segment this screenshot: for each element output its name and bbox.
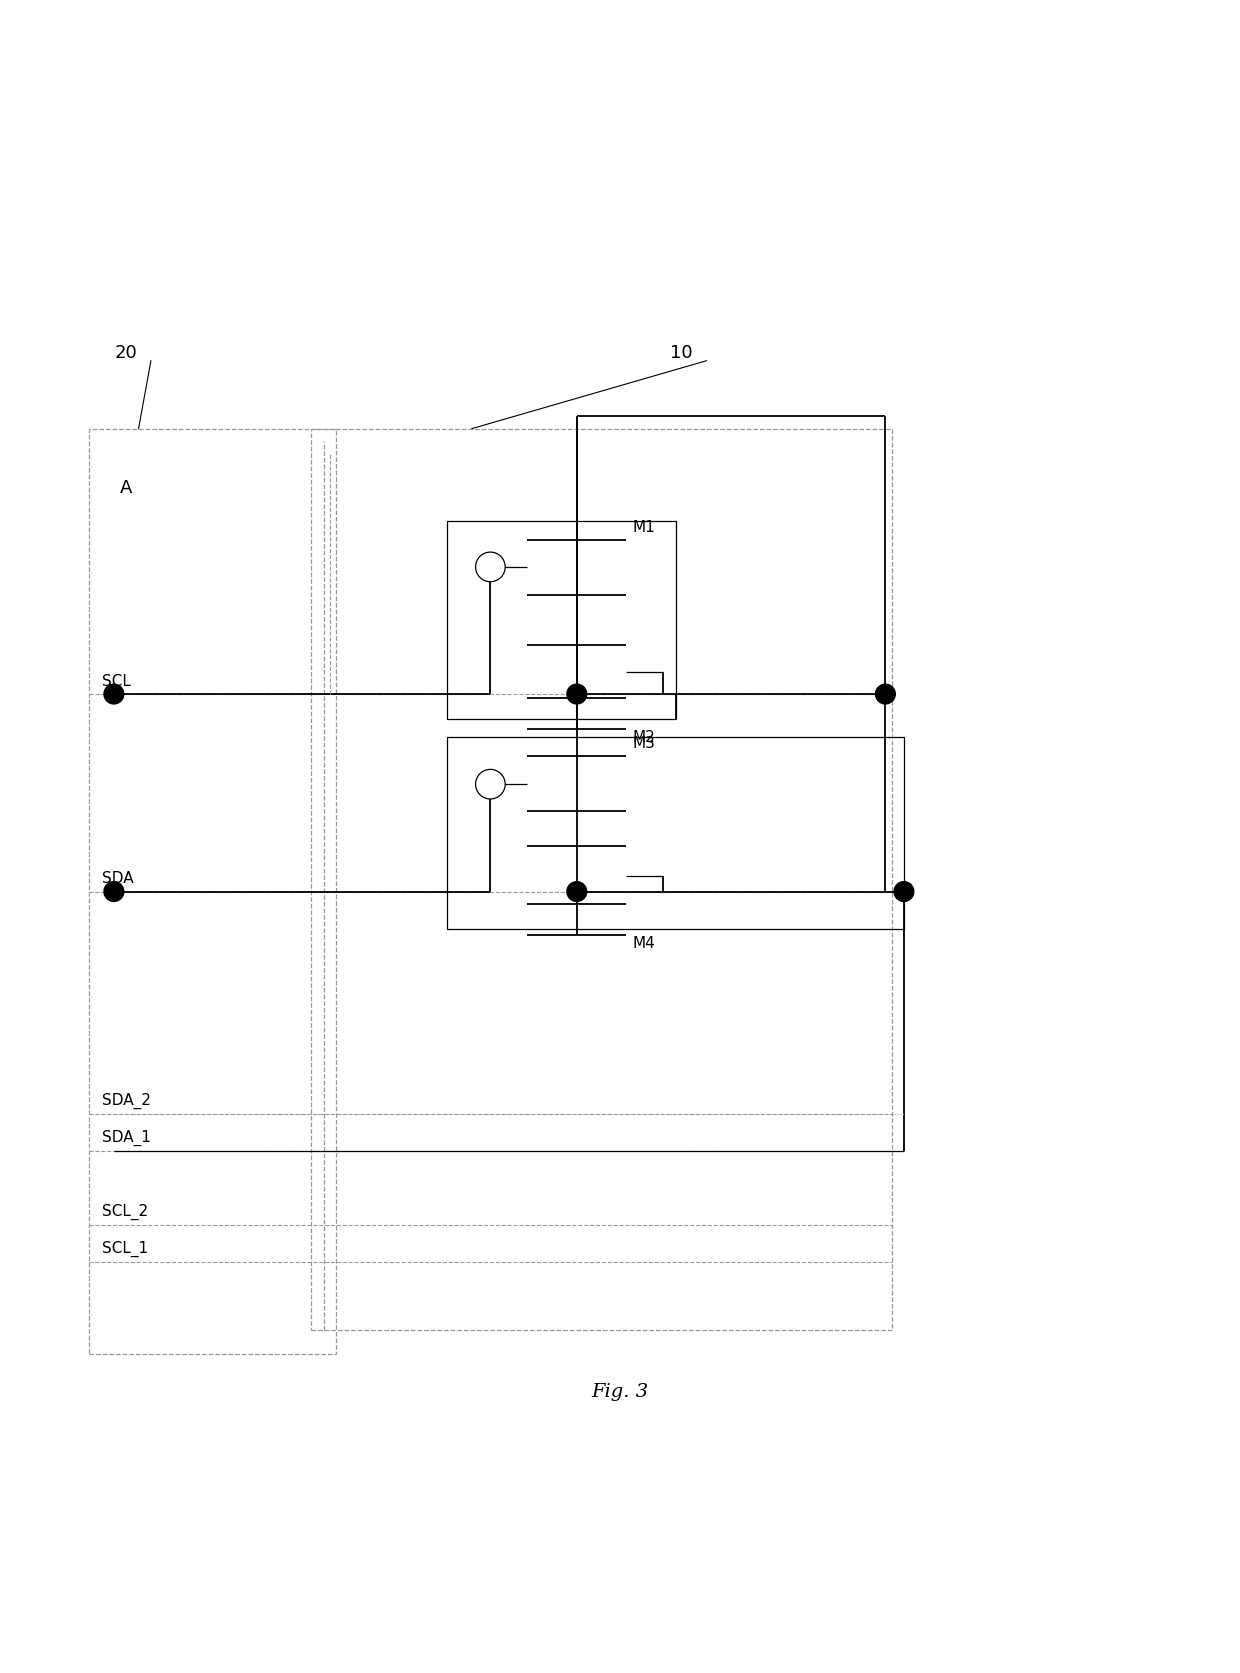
Text: SCL_1: SCL_1 [102, 1240, 148, 1256]
Circle shape [476, 770, 505, 800]
Bar [448, 522, 676, 719]
Circle shape [875, 684, 895, 704]
Circle shape [476, 552, 505, 582]
Text: A: A [120, 478, 133, 497]
Text: Fig. 3: Fig. 3 [591, 1382, 649, 1400]
Bar [448, 738, 904, 929]
Text: SDA: SDA [102, 872, 133, 885]
Text: M4: M4 [632, 935, 655, 950]
Circle shape [567, 684, 587, 704]
Bar [89, 430, 336, 1355]
Text: SCL: SCL [102, 674, 130, 689]
Bar [311, 430, 892, 1330]
Text: SDA_1: SDA_1 [102, 1129, 150, 1144]
Text: M1: M1 [632, 519, 655, 534]
Text: M3: M3 [632, 734, 655, 750]
Circle shape [104, 882, 124, 902]
Text: 20: 20 [115, 343, 138, 361]
Text: SCL_2: SCL_2 [102, 1203, 148, 1220]
Circle shape [567, 882, 587, 902]
Text: 10: 10 [671, 343, 693, 361]
Circle shape [894, 882, 914, 902]
Circle shape [104, 684, 124, 704]
Text: SDA_2: SDA_2 [102, 1092, 150, 1108]
Text: M2: M2 [632, 729, 655, 744]
